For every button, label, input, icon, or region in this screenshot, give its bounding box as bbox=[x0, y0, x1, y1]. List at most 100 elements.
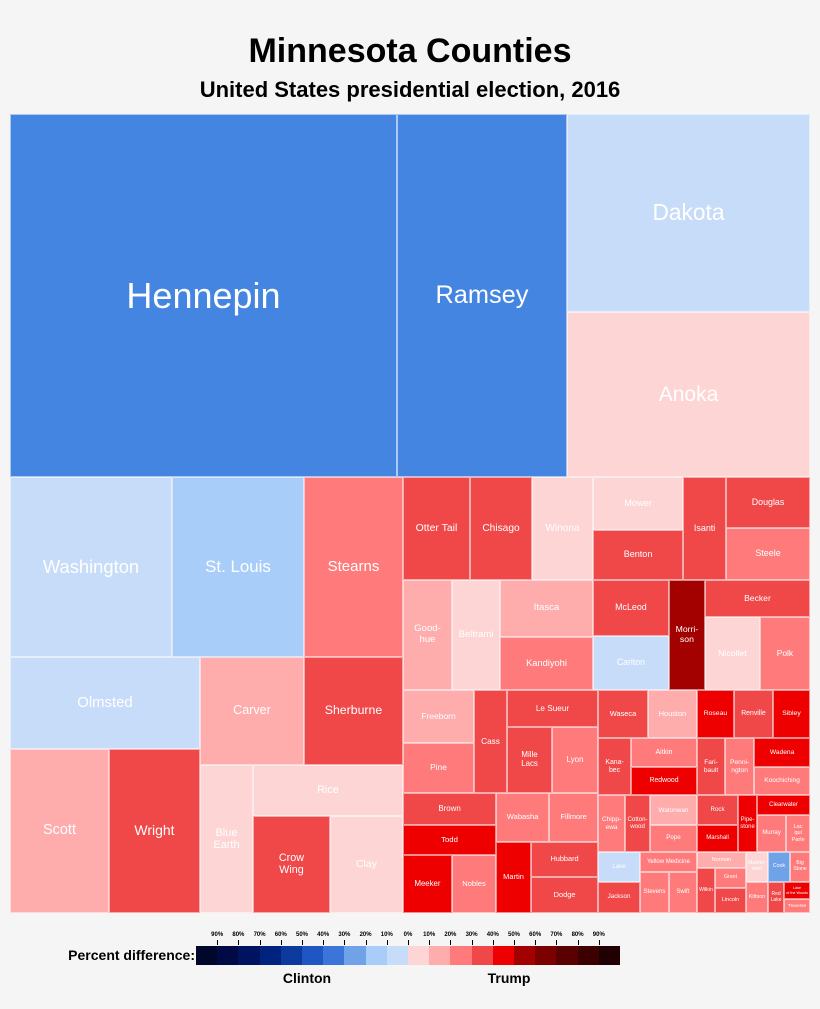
county-cell: Todd bbox=[402, 824, 497, 856]
county-label: Penni- ngton bbox=[730, 759, 750, 774]
county-cell: Hubbard bbox=[531, 841, 599, 877]
county-label: Lake bbox=[612, 862, 626, 870]
county-cell: Norman bbox=[696, 852, 747, 868]
legend-swatch bbox=[492, 946, 515, 965]
legend-tick bbox=[514, 940, 515, 945]
county-label: Stearns bbox=[327, 557, 380, 575]
county-label: Becker bbox=[744, 592, 771, 603]
county-cell: Sherburne bbox=[303, 656, 403, 766]
legend-tick bbox=[535, 940, 537, 945]
county-label: Cotton- wood bbox=[627, 815, 648, 830]
county-cell: Wilkin bbox=[696, 867, 715, 913]
county-label: Todd bbox=[441, 834, 458, 844]
legend-tick-label: 90% bbox=[211, 932, 224, 938]
county-cell: Koochiching bbox=[754, 767, 810, 796]
county-cell: Kittson bbox=[746, 882, 768, 913]
county-cell: Nobles bbox=[451, 855, 497, 913]
legend-swatch bbox=[344, 946, 367, 965]
legend-tick bbox=[217, 940, 219, 945]
county-cell: Pipe- stone bbox=[738, 795, 757, 853]
county-cell: Roseau bbox=[696, 689, 734, 739]
county-label: Murray bbox=[762, 830, 781, 837]
county-cell: Kandiyohi bbox=[500, 636, 593, 690]
county-cell: Winona bbox=[531, 476, 593, 580]
county-label: Scott bbox=[43, 822, 76, 839]
legend-swatch bbox=[577, 946, 600, 965]
county-cell: Anoka bbox=[566, 311, 810, 477]
county-cell: Crow Wing bbox=[252, 816, 330, 913]
county-label: Anoka bbox=[658, 382, 719, 406]
county-label: Martin bbox=[503, 872, 524, 882]
county-label: Watonwan bbox=[658, 806, 689, 814]
county-label: Red Lake bbox=[770, 890, 782, 903]
county-cell: Meeker bbox=[402, 855, 452, 913]
county-cell: Fari- bault bbox=[697, 738, 726, 796]
county-label: Isanti bbox=[693, 522, 716, 533]
county-cell: Wabasha bbox=[496, 792, 550, 842]
county-cell: Ramsey bbox=[396, 114, 567, 477]
legend-swatch bbox=[556, 946, 579, 965]
legend-swatch bbox=[471, 946, 494, 965]
county-label: Stevens bbox=[643, 888, 666, 896]
county-label: Marshall bbox=[706, 835, 729, 842]
county-cell: Good- hue bbox=[402, 579, 453, 690]
county-label: Nobles bbox=[462, 878, 486, 888]
county-label: Washington bbox=[42, 555, 140, 577]
legend-swatch bbox=[535, 946, 557, 965]
county-label: Meeker bbox=[414, 878, 441, 888]
county-cell: Jackson bbox=[598, 882, 641, 913]
county-cell: McLeod bbox=[592, 579, 669, 636]
legend-tick-label: 20% bbox=[444, 932, 457, 938]
legend-tick-label: 10% bbox=[423, 932, 436, 938]
county-label: Hennepin bbox=[126, 274, 281, 316]
county-label: Waseca bbox=[609, 708, 637, 718]
county-cell: Becker bbox=[704, 579, 810, 617]
county-cell: Lac qui Parle bbox=[786, 815, 810, 853]
county-label: Lyon bbox=[566, 754, 584, 764]
county-label: Kittson bbox=[748, 893, 766, 900]
county-cell: Penni- ngton bbox=[725, 738, 755, 796]
county-label: Wadena bbox=[769, 748, 795, 756]
county-label: Fari- bault bbox=[703, 759, 719, 774]
county-label: Carver bbox=[233, 703, 271, 718]
county-cell: Murray bbox=[757, 815, 787, 853]
county-label: Benton bbox=[623, 548, 653, 559]
county-cell: Swift bbox=[668, 872, 697, 913]
county-cell: Rice bbox=[252, 765, 403, 817]
county-label: Traverse bbox=[787, 903, 807, 909]
county-cell: Clearwater bbox=[757, 795, 810, 816]
county-cell: Olmsted bbox=[10, 656, 200, 749]
county-label: Winona bbox=[545, 522, 580, 534]
county-label: Rice bbox=[317, 783, 339, 796]
legend-tick bbox=[429, 940, 431, 945]
county-cell: Le Sueur bbox=[507, 689, 599, 727]
county-cell: Waseca bbox=[598, 689, 648, 739]
legend-tick-label: 40% bbox=[317, 932, 330, 938]
county-label: McLeod bbox=[615, 602, 647, 613]
county-cell: Morri- son bbox=[668, 579, 705, 690]
county-label: Grant bbox=[723, 874, 738, 880]
county-cell: Martin bbox=[496, 841, 532, 913]
county-cell: Blue Earth bbox=[199, 765, 253, 913]
county-cell: Clay bbox=[329, 816, 403, 913]
legend-tick-label: 70% bbox=[253, 932, 266, 938]
county-cell: Stearns bbox=[303, 476, 403, 657]
county-cell: Kana- bec bbox=[598, 738, 632, 796]
county-label: Big Stone bbox=[793, 860, 807, 873]
county-label: Clay bbox=[355, 857, 378, 870]
legend-swatch bbox=[238, 946, 261, 965]
county-label: Kana- bec bbox=[605, 758, 624, 774]
legend-tick-label: 80% bbox=[571, 932, 584, 938]
legend-tick bbox=[323, 940, 325, 945]
legend-swatch bbox=[196, 946, 218, 965]
county-label: Aitkin bbox=[655, 748, 673, 756]
county-cell: Traverse bbox=[784, 899, 810, 913]
county-label: Wright bbox=[134, 822, 175, 839]
county-label: Dodge bbox=[553, 889, 576, 899]
county-label: Hubbard bbox=[550, 854, 579, 864]
legend-tick-label: 0% bbox=[403, 932, 413, 938]
legend-tick-label: 10% bbox=[380, 932, 393, 938]
legend-tick-label: 50% bbox=[507, 932, 520, 938]
county-label: Rock bbox=[710, 805, 725, 813]
